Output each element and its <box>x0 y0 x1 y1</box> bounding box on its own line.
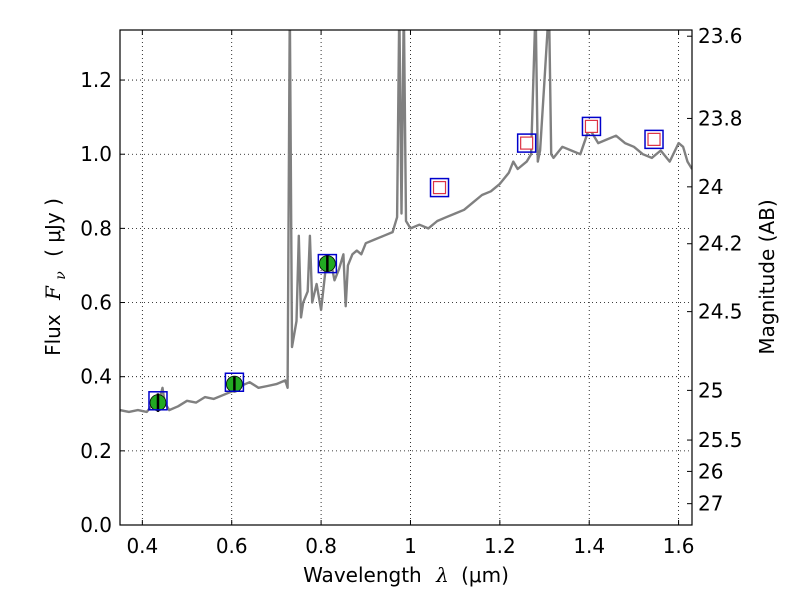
model-photometry-square <box>224 372 245 392</box>
x-tick-label: 0.8 <box>305 534 337 558</box>
x-tick-label: 0.4 <box>126 534 158 558</box>
y-axis-label-text: Flux <box>41 314 65 356</box>
data-layer <box>120 30 692 414</box>
mag-tick-label: 24.2 <box>698 232 743 256</box>
model-photometry-square <box>429 177 450 198</box>
y-axis-label-subscript: ν <box>53 271 69 280</box>
y-tick-label: 0.4 <box>80 365 112 389</box>
plot-frame <box>119 29 693 526</box>
x-axis-label-text: Wavelength <box>303 563 422 587</box>
mag-tick-label: 25.5 <box>698 428 743 452</box>
y-tick-label: 0.0 <box>80 513 112 537</box>
upper-limit-square <box>584 119 599 134</box>
y-tick-label: 0.8 <box>80 216 112 240</box>
mag-tick-label: 26 <box>698 459 723 483</box>
model-photometry-square <box>148 391 168 411</box>
x-axis-label-unit: (μm) <box>461 563 509 587</box>
ticks: 0.4 0.6 0.8 1 1.2 1.4 1.6 0.0 0.2 0.4 0.6 0.8 1.0 1.2… <box>80 24 742 558</box>
mag-tick-label: 23.6 <box>698 24 743 48</box>
upper-limit-square <box>647 132 661 146</box>
x-tick-label: 1 <box>404 534 417 558</box>
mag-tick-label: 27 <box>698 492 723 516</box>
y-tick-label: 1.2 <box>80 68 112 92</box>
y-tick-label: 1.0 <box>80 142 112 166</box>
x-tick-label: 1.4 <box>573 534 605 558</box>
y-tick-label: 0.2 <box>80 439 112 463</box>
mag-tick-label: 25 <box>698 378 723 402</box>
x-axis-label-symbol: λ <box>435 563 449 587</box>
y-axis-label: Flux F ν ( μJy ) <box>41 198 70 356</box>
y-tick-label: 0.6 <box>80 291 112 315</box>
x-axis-label: Wavelength λ (μm) <box>303 563 509 587</box>
mag-tick-label: 24.5 <box>698 300 743 324</box>
y2-axis-label: Magnitude (AB) <box>755 199 779 354</box>
mag-tick-label: 24 <box>698 175 723 199</box>
upper-limit-square <box>520 136 534 150</box>
spectrum-line <box>120 30 692 414</box>
upper-limit-square <box>432 180 447 195</box>
model-photometry-square <box>581 116 602 137</box>
model-photometry-square <box>317 253 338 274</box>
y-axis-label-unit: ( μJy ) <box>41 198 65 257</box>
model-photometry-square <box>644 129 664 150</box>
x-tick-label: 0.6 <box>216 534 248 558</box>
x-tick-label: 1.6 <box>663 534 695 558</box>
model-photometry-square <box>516 133 537 153</box>
y-axis-label-symbol: F <box>41 285 65 301</box>
x-tick-label: 1.2 <box>484 534 516 558</box>
mag-tick-label: 23.8 <box>698 106 743 130</box>
